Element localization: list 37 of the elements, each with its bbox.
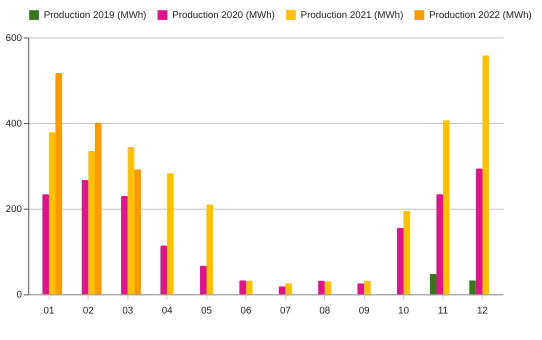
x-tick-label: 05: [201, 305, 212, 316]
bar: [94, 122, 102, 294]
bar: [160, 246, 168, 294]
bar: [442, 120, 450, 294]
bar: [476, 168, 483, 294]
y-tick-label: 0: [16, 290, 22, 301]
y-tick-label: 200: [6, 204, 22, 216]
x-tick-label: 10: [398, 305, 410, 316]
bar: [239, 280, 246, 294]
legend-label: Production 2021 (MWh): [300, 10, 404, 21]
x-tick-label: 01: [44, 305, 54, 316]
x-tick-label: 08: [319, 305, 330, 316]
legend-label: Production 2020 (MWh): [172, 10, 275, 21]
bar: [482, 55, 490, 294]
legend-label: Production 2022 (MWh): [429, 10, 532, 21]
legend-label: Production 2019 (MWh): [44, 10, 146, 21]
bar: [403, 210, 410, 294]
x-tick-label: 07: [280, 305, 291, 316]
bar: [88, 150, 96, 294]
x-tick-label: 06: [240, 305, 252, 316]
bar: [206, 204, 214, 294]
x-tick-label: 12: [476, 305, 488, 316]
y-tick-label: 600: [6, 32, 22, 44]
bar: [200, 266, 207, 294]
bar: [55, 72, 62, 294]
bar: [48, 132, 56, 294]
bar: [396, 228, 404, 294]
x-tick-label: 04: [162, 305, 174, 316]
bar: [436, 194, 444, 294]
y-tick-label: 400: [6, 118, 22, 130]
x-tick-label: 02: [82, 305, 94, 316]
bar: [246, 280, 253, 294]
x-tick-label: 11: [438, 305, 448, 316]
bar: [430, 274, 437, 294]
x-tick-label: 03: [122, 305, 134, 316]
bar: [42, 194, 50, 294]
x-tick-label: 09: [358, 305, 370, 316]
